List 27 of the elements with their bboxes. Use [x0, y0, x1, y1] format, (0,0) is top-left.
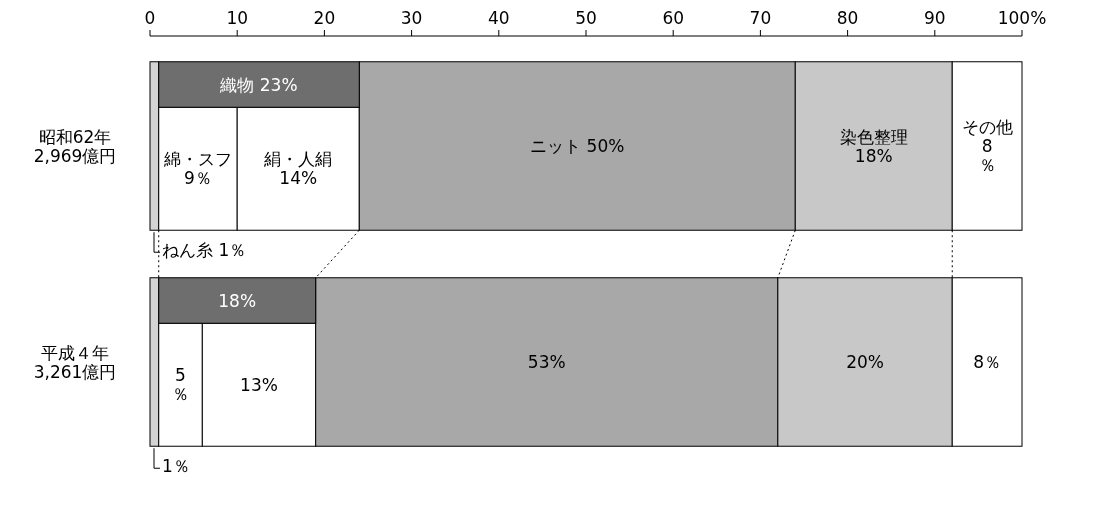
x-tick-label: 30 — [400, 8, 423, 28]
x-tick-label: 70 — [749, 8, 772, 28]
data-label: 1％ — [162, 456, 190, 477]
annotation: 織物 23% — [219, 74, 298, 95]
data-label: 53% — [527, 352, 566, 372]
x-tick-label: 80 — [836, 8, 859, 28]
data-label: 5 ％ — [172, 365, 190, 405]
x-tick-label: 50 — [575, 8, 597, 28]
data-label: 綿・スフ 9％ — [162, 149, 232, 189]
x-tick-label: 40 — [487, 8, 510, 28]
x-tick-label: 0 — [144, 8, 156, 28]
data-label: ねん糸 1％ — [162, 240, 247, 261]
data-label: 8％ — [973, 352, 1002, 372]
data-label: 絹・人絹 14% — [263, 149, 333, 189]
x-tick-label: 100% — [997, 8, 1047, 28]
x-tick-label: 60 — [662, 8, 685, 28]
data-label: 13% — [240, 374, 278, 395]
data-label: ニット 50% — [530, 136, 625, 156]
y-tick-label: 平成４年 3,261億円 — [33, 342, 117, 382]
data-label: その他 8 ％ — [961, 117, 1013, 175]
data-label: 染色整理 18% — [839, 126, 908, 166]
annotation: 18% — [218, 290, 257, 311]
x-tick-label: 90 — [923, 8, 946, 28]
x-tick-label: 20 — [313, 8, 336, 28]
x-tick-label: 10 — [226, 8, 249, 28]
y-tick-label: 昭和62年 2,969億円 — [33, 126, 117, 166]
data-label: 20% — [846, 352, 884, 372]
